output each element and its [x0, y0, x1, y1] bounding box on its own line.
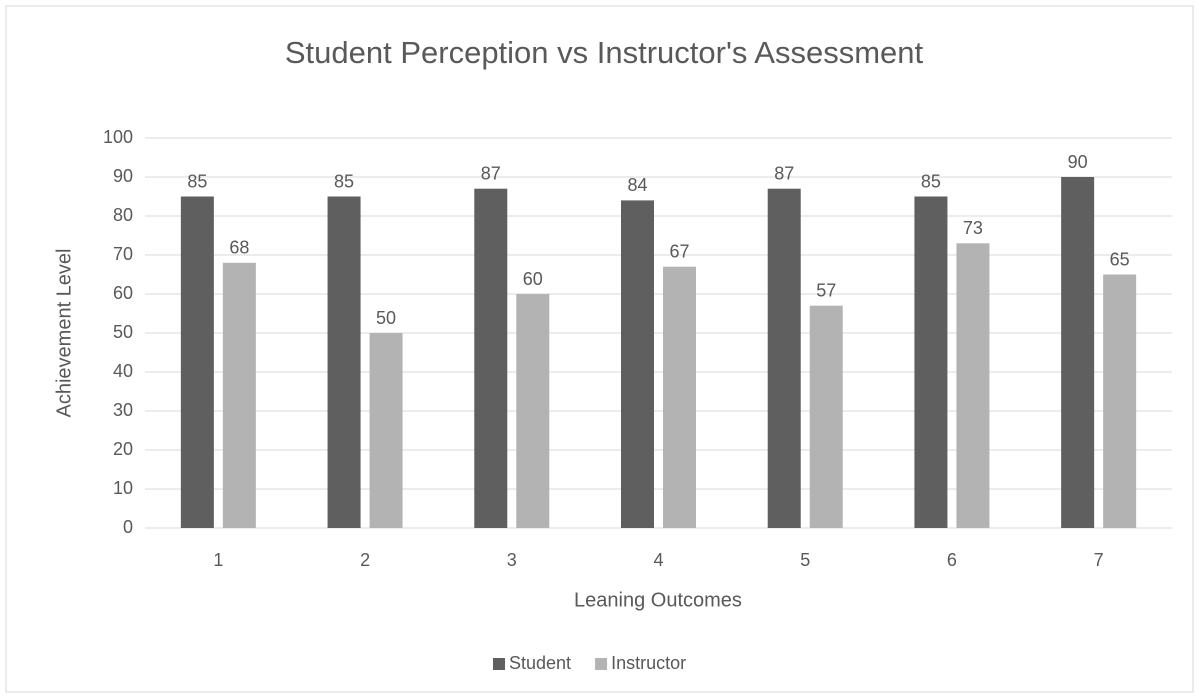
- y-tick-label: 50: [113, 322, 133, 342]
- bar: [369, 333, 403, 528]
- data-label: 90: [1068, 152, 1088, 172]
- x-tick-label: 7: [1094, 550, 1104, 570]
- data-label: 73: [963, 218, 983, 238]
- data-label: 65: [1110, 249, 1130, 269]
- chart-title: Student Perception vs Instructor's Asses…: [285, 35, 924, 70]
- bar: [516, 294, 550, 528]
- y-tick-label: 40: [113, 361, 133, 381]
- y-tick-label: 30: [113, 400, 133, 420]
- y-tick-label: 70: [113, 244, 133, 264]
- bar: [621, 200, 654, 528]
- data-label: 85: [921, 171, 941, 191]
- legend-label: Instructor: [611, 653, 686, 673]
- x-tick-label: 3: [507, 550, 517, 570]
- y-tick-label: 10: [113, 478, 133, 498]
- legend-swatch: [493, 658, 505, 670]
- data-label: 85: [334, 171, 354, 191]
- x-tick-label: 4: [653, 550, 663, 570]
- x-tick-label: 2: [360, 550, 370, 570]
- legend-swatch: [595, 658, 608, 670]
- bar: [956, 243, 990, 529]
- data-label: 68: [229, 238, 249, 258]
- bar: [180, 196, 214, 528]
- bar: [914, 196, 948, 528]
- y-tick-label: 90: [113, 166, 133, 186]
- data-label: 85: [187, 171, 207, 191]
- bar: [222, 262, 256, 528]
- bar: [767, 188, 801, 528]
- y-tick-label: 60: [113, 283, 133, 303]
- y-tick-label: 0: [123, 517, 133, 537]
- data-label: 57: [816, 280, 836, 300]
- bar: [1061, 177, 1095, 528]
- data-label: 87: [774, 163, 794, 183]
- y-axis-title: Achievement Level: [53, 249, 75, 418]
- bar: [474, 188, 508, 528]
- bar: [327, 196, 361, 528]
- y-tick-label: 100: [103, 127, 133, 147]
- y-tick-label: 80: [113, 205, 133, 225]
- bar: [663, 266, 696, 528]
- data-label: 87: [481, 163, 501, 183]
- x-tick-label: 6: [947, 550, 957, 570]
- bar: [809, 305, 843, 528]
- x-tick-label: 5: [800, 550, 810, 570]
- y-tick-label: 20: [113, 439, 133, 459]
- data-label: 84: [627, 175, 647, 195]
- x-axis-title: Leaning Outcomes: [574, 589, 742, 611]
- x-tick-label: 1: [213, 550, 223, 570]
- data-label: 67: [669, 241, 689, 261]
- data-label: 60: [523, 269, 543, 289]
- bar: [1103, 274, 1137, 528]
- legend-label: Student: [509, 653, 571, 673]
- data-label: 50: [376, 308, 396, 328]
